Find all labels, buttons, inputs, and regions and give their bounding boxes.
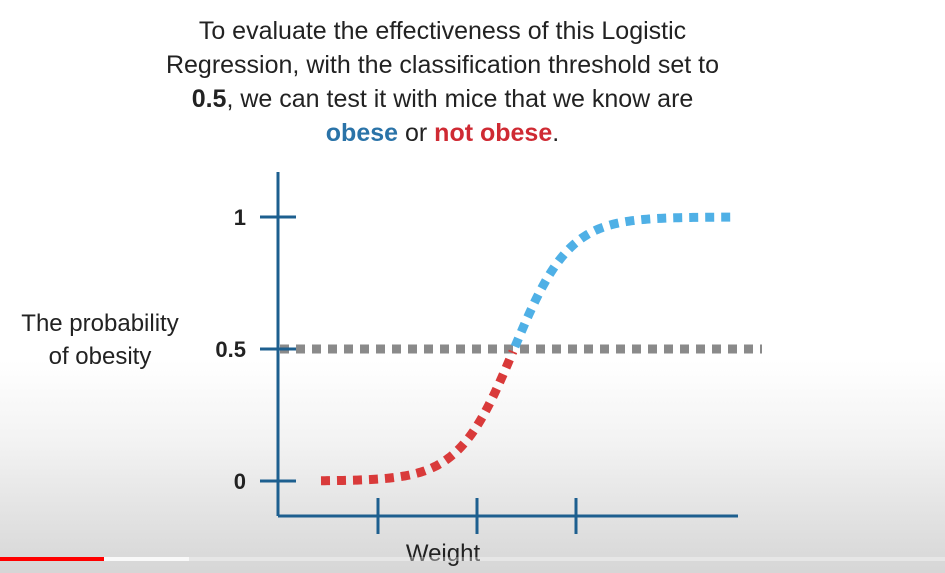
curve-group [320,212,738,486]
y-tick-label-0.5: 0.5 [215,337,246,362]
y-axis-label-line-1: The probability [21,310,179,337]
caption-line-3: 0.5, we can test it with mice that we kn… [0,82,885,116]
curve-not-obese-segment [320,349,518,486]
video-progress-track[interactable] [0,557,945,561]
caption-line-1: To evaluate the effectiveness of this Lo… [198,17,687,45]
ticks-group: 00.51 [215,205,578,534]
y-tick-label-1: 1 [234,205,246,230]
x-axis-label: Weight [405,540,481,567]
caption-or: or [398,119,435,147]
caption-line-2: Regression, with the classification thre… [165,51,720,79]
caption-period: . [552,119,560,147]
caption-not-obese: not obese [434,119,553,147]
caption-line-3-rest: , we can test it with mice that we know … [226,85,694,113]
y-axis-label-line-2: of obesity [48,343,152,370]
caption-line-4: obese or not obese. [0,116,885,150]
axes-group [276,172,738,518]
caption-obese: obese [325,119,399,147]
video-progress-played[interactable] [0,557,104,561]
curve-obese-segment [510,212,738,349]
y-tick-label-0: 0 [234,469,246,494]
caption: To evaluate the effectiveness of this Lo… [0,14,885,150]
caption-threshold-value: 0.5 [191,85,227,113]
